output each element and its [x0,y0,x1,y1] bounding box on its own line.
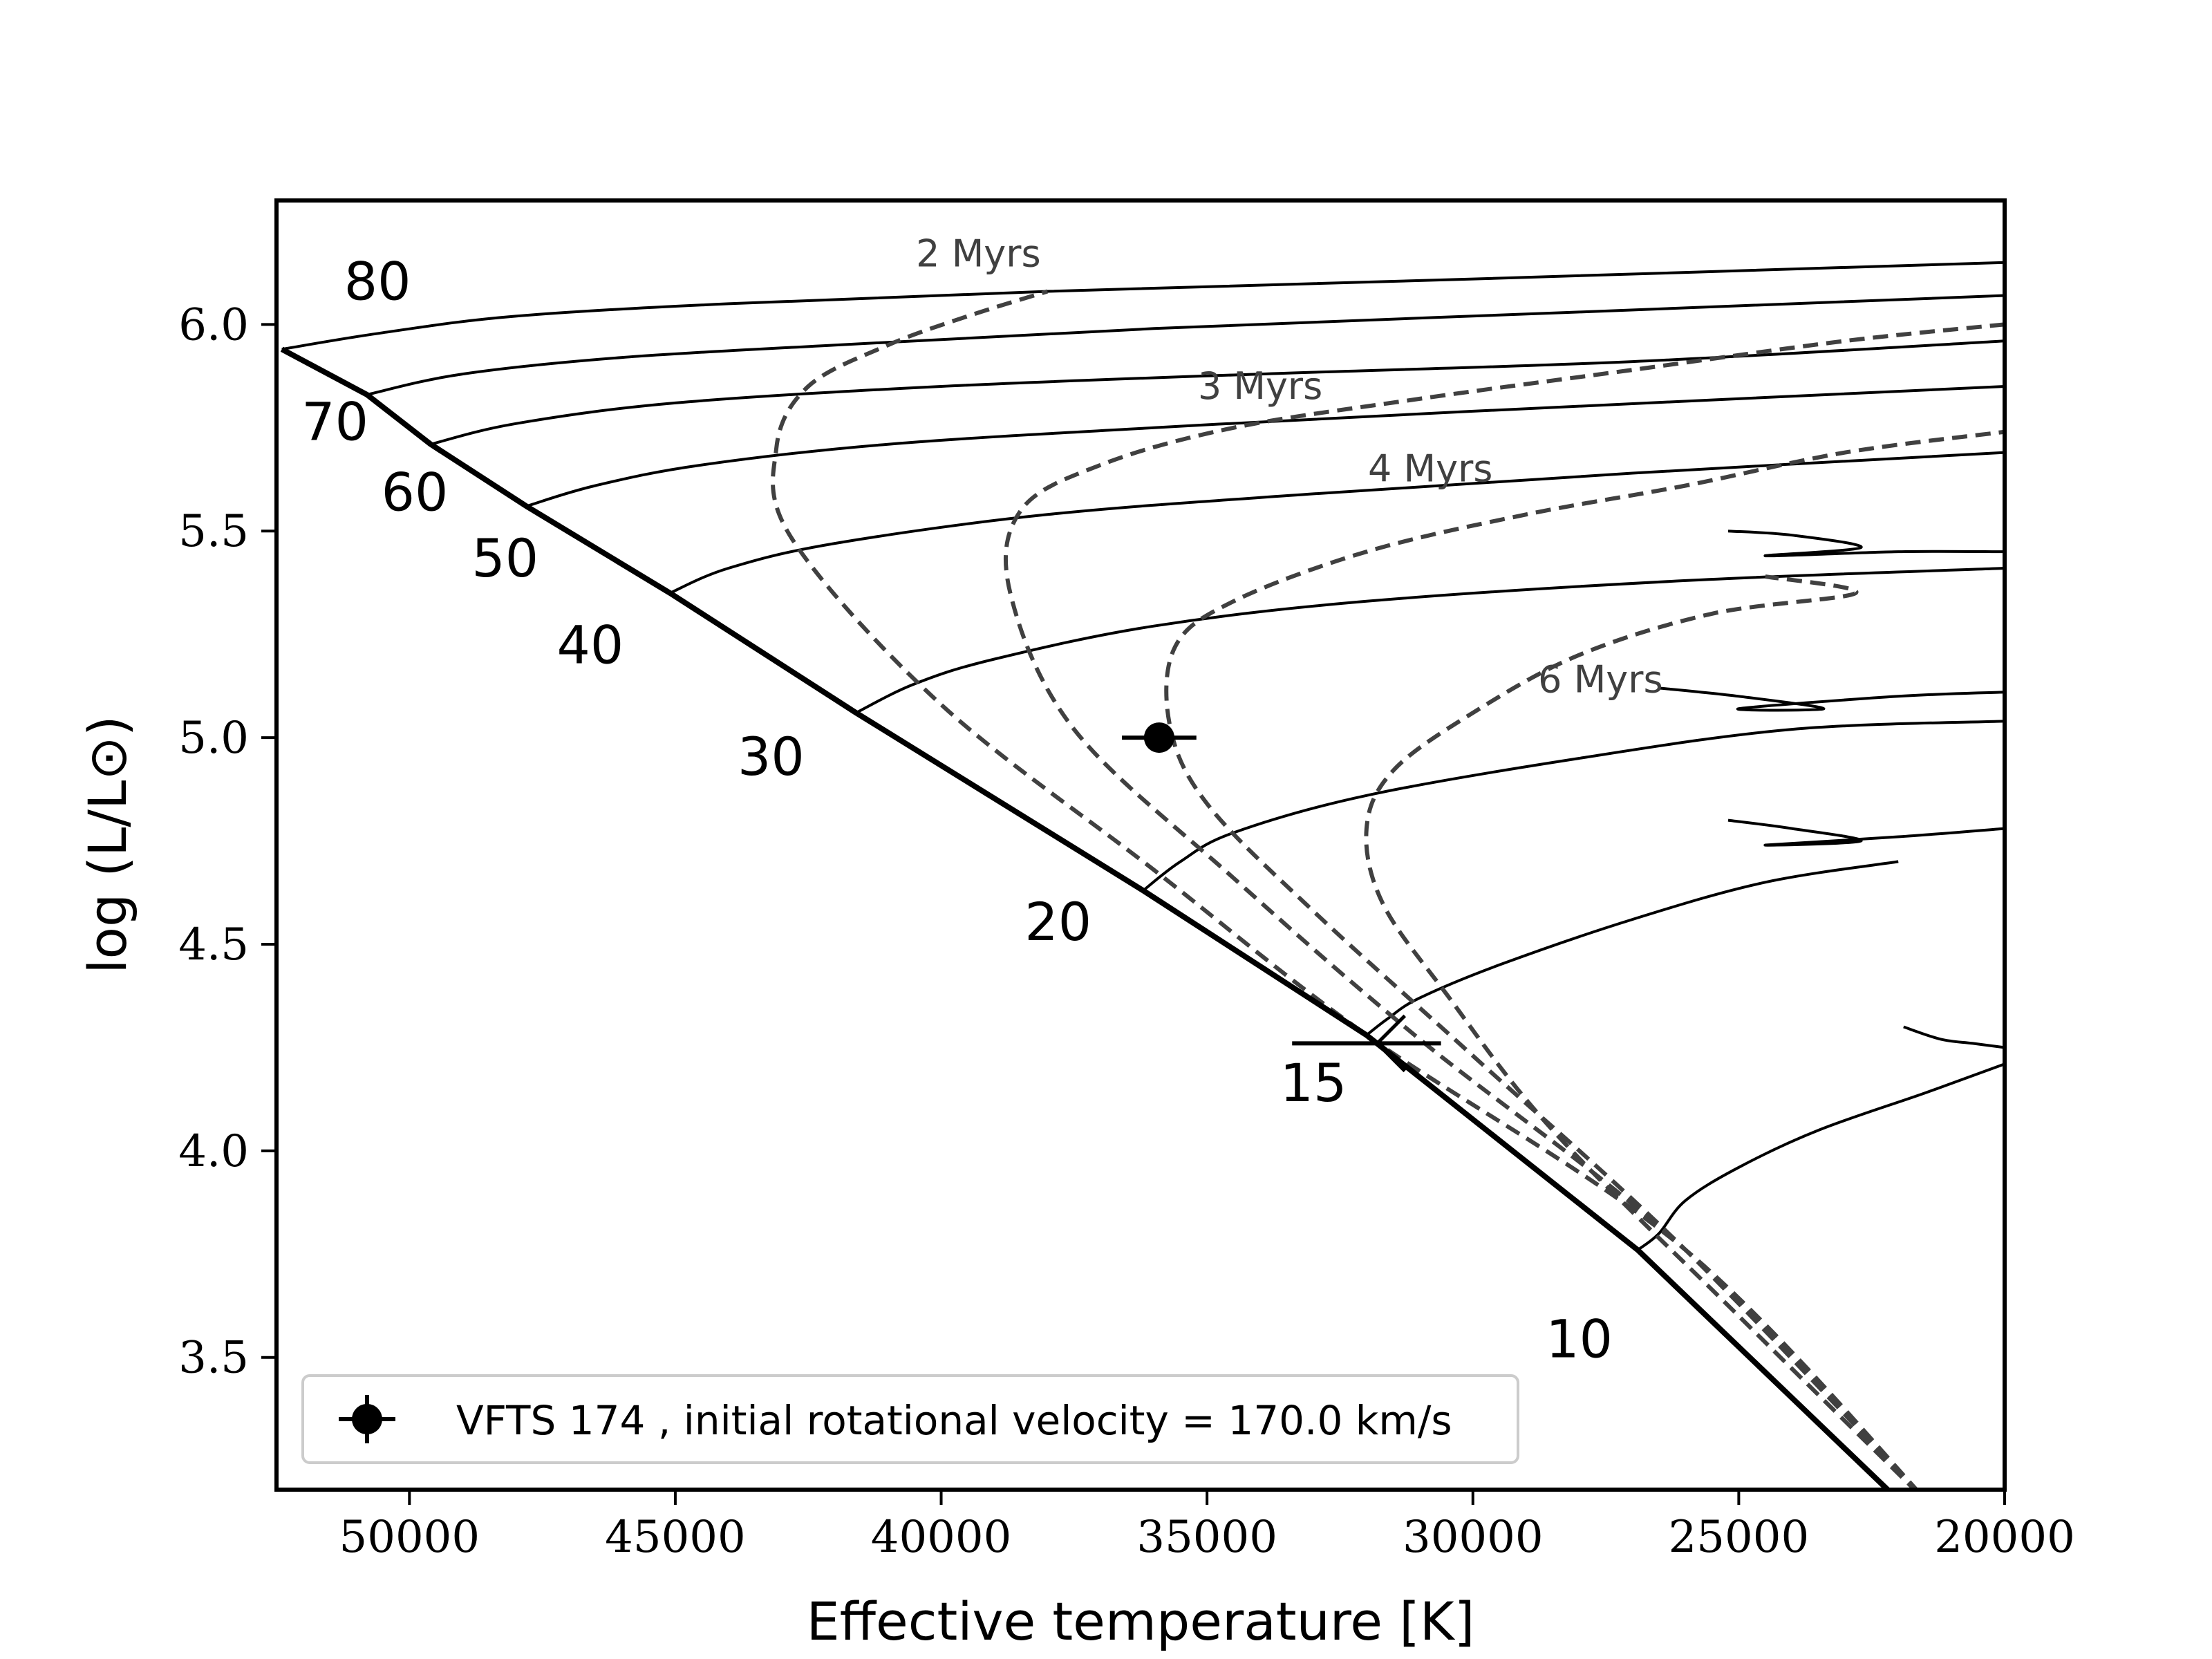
x-tick-label: 30000 [1403,1512,1544,1563]
track-line-50 [525,385,2005,508]
track-line-15 [1365,860,1899,1037]
y-tick-label: 4.0 [178,1126,249,1177]
track-line-40 [669,451,2005,594]
plot-frame [274,198,2007,1492]
x-tick-label: 45000 [605,1512,746,1563]
track-line-10 [1636,1062,2005,1251]
x-tick-label: 25000 [1669,1512,1810,1563]
track-line-80 [281,261,2005,351]
mass-label-30: 30 [738,726,805,787]
reference-marker-chevron [1374,1014,1407,1073]
mass-label-10: 10 [1546,1309,1613,1370]
x-tick-label: 35000 [1136,1512,1277,1563]
mass-label-15: 15 [1280,1052,1347,1114]
y-tick-label: 4.5 [178,919,249,971]
x-tick-label: 40000 [871,1512,1012,1563]
x-tick-label: 20000 [1934,1512,2075,1563]
y-tick-label: 5.0 [178,713,249,764]
star-point-vfts-174 [1143,722,1174,753]
mass-label-70: 70 [301,391,368,453]
legend-box [301,1374,1519,1464]
isochrone-label: 3 Myrs [1198,364,1322,408]
isochrone-line [1164,429,2005,1490]
track-blue-loop [1658,686,2005,712]
mass-label-60: 60 [382,461,449,523]
zams-line [280,346,1890,1490]
track-line-70 [366,294,2005,396]
isochrone-label: 6 Myrs [1538,657,1662,701]
isochrone-label: 4 Myrs [1368,447,1492,490]
y-tick-label: 6.0 [178,299,249,350]
mass-label-80: 80 [344,250,411,312]
x-tick-label: 50000 [339,1512,480,1563]
track-line-60 [430,339,2005,446]
isochrone-line [1003,322,2005,1490]
track-blue-loop [1727,818,2005,847]
mass-label-20: 20 [1024,891,1091,953]
legend-marker-point [352,1404,382,1434]
axis-layer: 50000 45000 40000 35000 30000 25000 20000 3.5 4.… [178,299,2075,1563]
legend: VFTS 174 , initial rotational velocity =… [301,1374,1519,1464]
isochrone-line [1364,574,1918,1490]
isochrone-label: 2 Myrs [916,232,1040,276]
mass-label-40: 40 [556,614,624,675]
x-axis-label: Effective temperature [K] [807,1591,1475,1652]
data-layer [280,261,2005,1490]
mass-label-50: 50 [471,527,538,589]
y-tick-label: 5.5 [178,506,249,557]
track-blue-loop [1727,529,2005,558]
y-tick-label: 3.5 [178,1333,249,1384]
track-blue-loop [1903,1025,2005,1049]
y-axis-label: log (L/L⊙) [77,715,138,973]
track-line-30 [855,567,2005,714]
legend-label: VFTS 174 , initial rotational velocity =… [456,1397,1452,1444]
